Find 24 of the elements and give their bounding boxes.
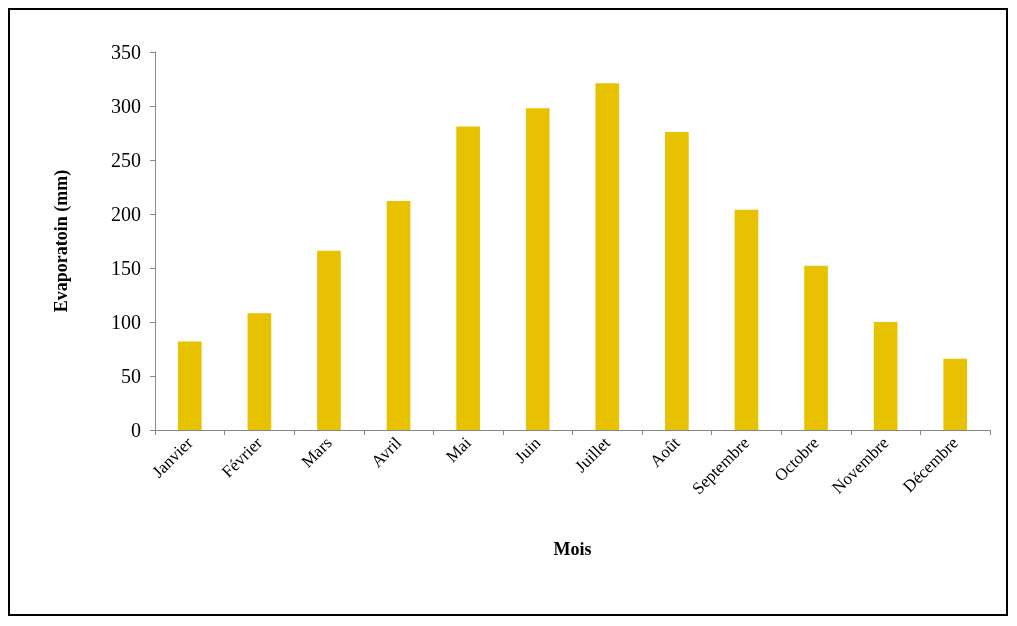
y-tick-label: 200 (111, 203, 141, 225)
bar (665, 131, 689, 430)
y-tick-label: 100 (111, 311, 141, 333)
bar (386, 201, 411, 430)
bar (317, 250, 341, 430)
bar (456, 126, 480, 430)
bar (525, 108, 550, 430)
x-tick-label: Juin (510, 432, 545, 467)
y-tick-label: 250 (111, 149, 141, 171)
x-axis-title: Mois (553, 539, 592, 559)
bar (734, 209, 759, 430)
bar (177, 341, 202, 430)
x-tick-label: Mai (442, 433, 476, 467)
y-tick-label: 350 (111, 41, 141, 63)
bar (804, 265, 828, 430)
bar (247, 313, 272, 430)
bar (873, 322, 898, 430)
y-tick-label: 300 (111, 95, 141, 117)
bar (595, 83, 620, 430)
bar (943, 358, 968, 430)
y-tick-label: 50 (121, 365, 141, 387)
y-axis-title: Evaporatoin (mm) (51, 169, 72, 313)
y-tick-label: 150 (111, 257, 141, 279)
y-tick-label: 0 (131, 419, 141, 441)
